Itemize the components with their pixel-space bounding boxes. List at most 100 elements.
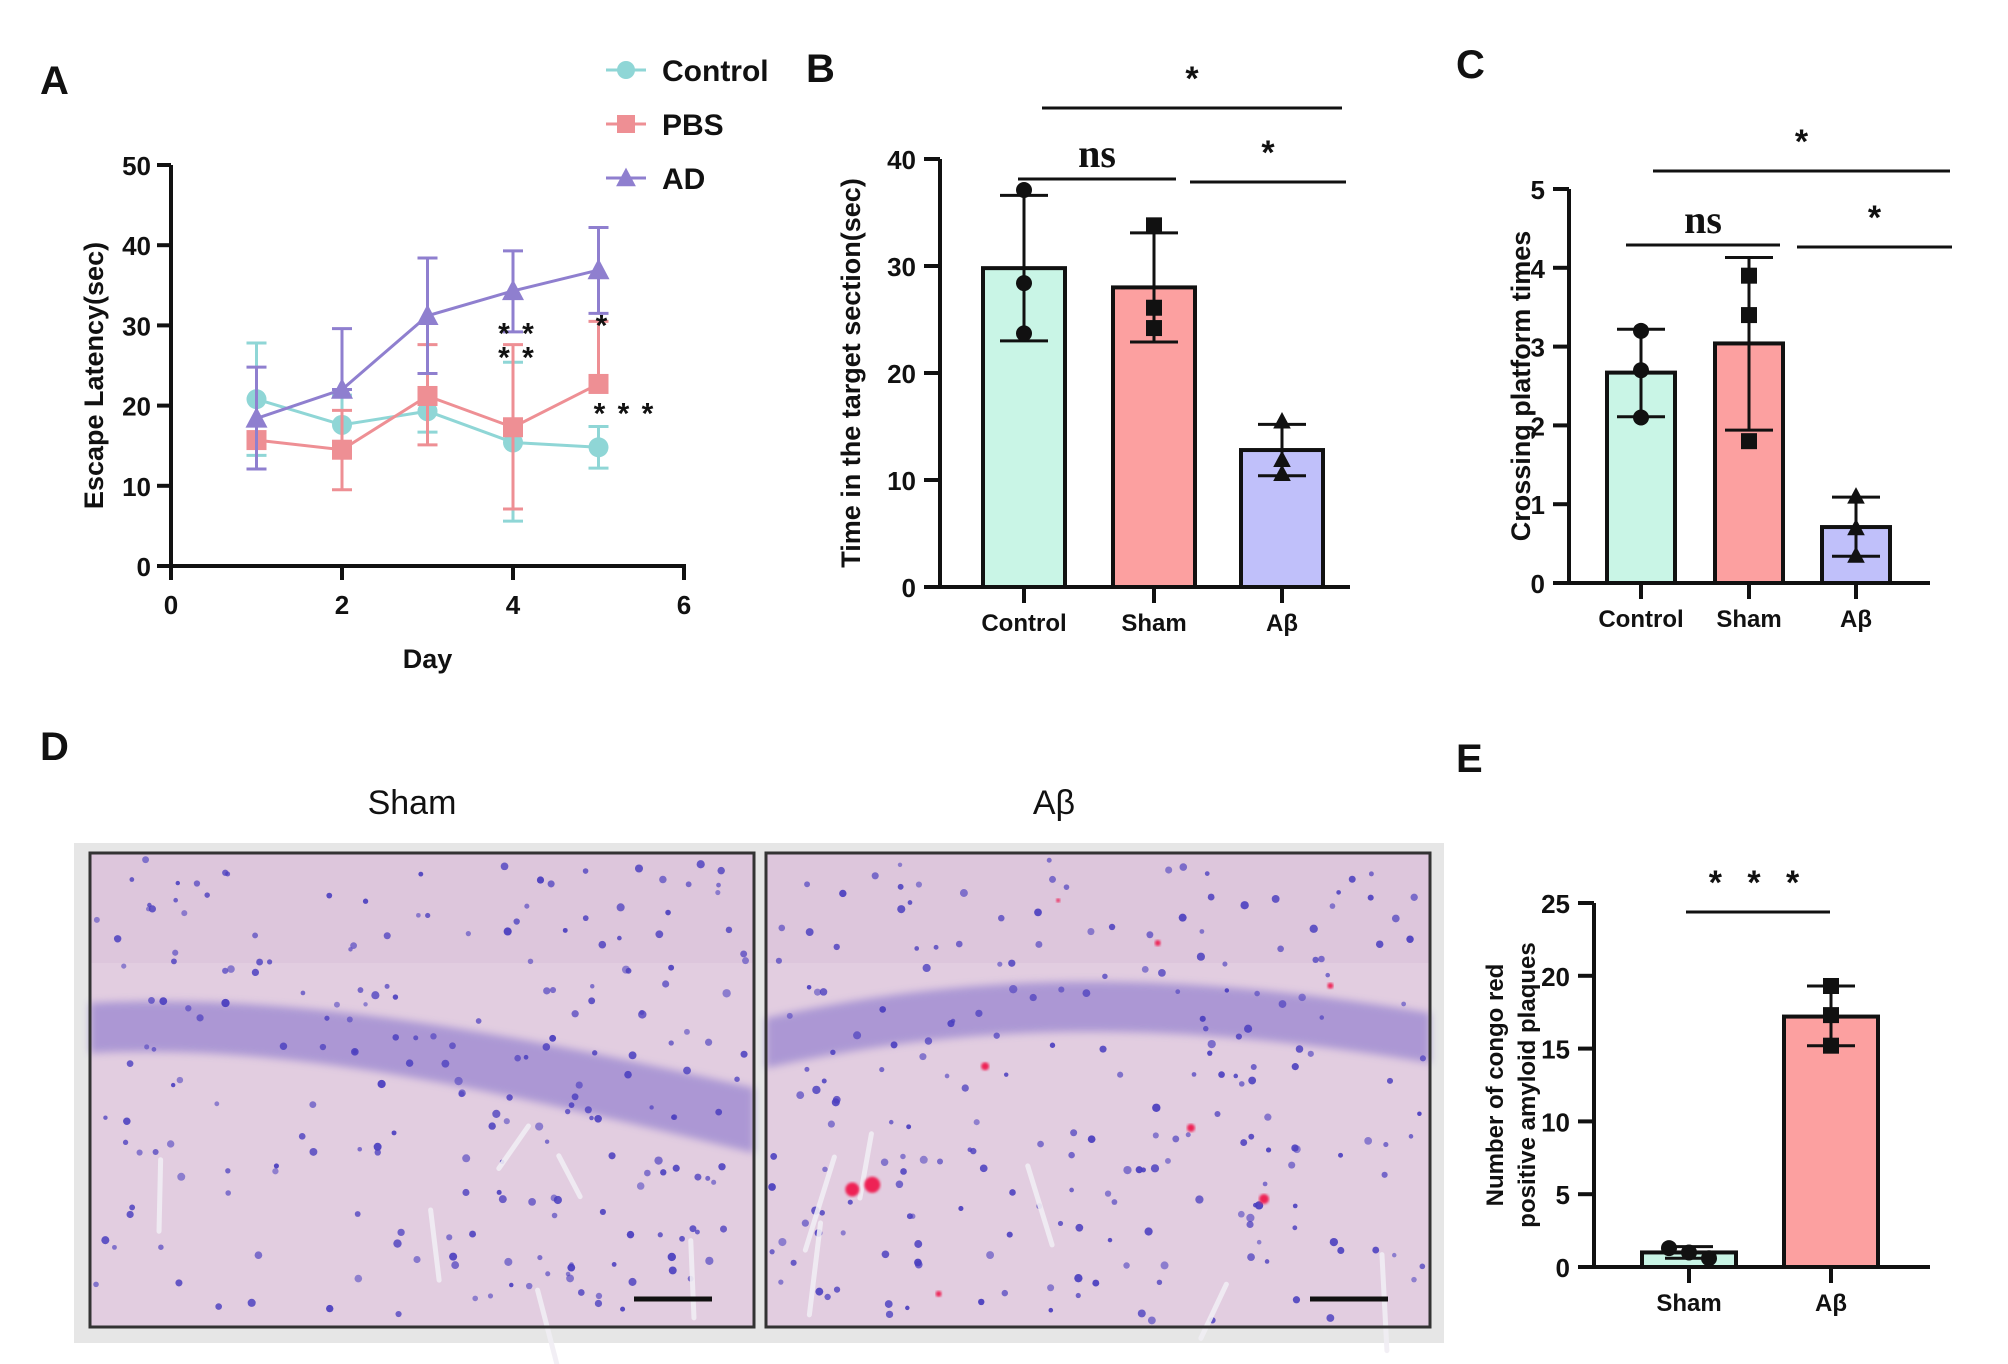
nucleus	[668, 1040, 674, 1046]
image-border	[764, 851, 1432, 1329]
nucleus	[1408, 1134, 1414, 1139]
nucleus	[1375, 940, 1384, 948]
category-label: Aβ	[1840, 606, 1872, 633]
bar-group-1: Sham	[1713, 256, 1785, 633]
nucleus	[617, 935, 622, 941]
nucleus	[549, 986, 557, 994]
bar-group-1: Sham	[1111, 217, 1197, 637]
nucleus	[944, 1073, 950, 1079]
data-point	[245, 406, 268, 428]
y-tick-label: 30	[887, 252, 916, 282]
y-tick-label: 40	[887, 145, 916, 175]
nucleus	[905, 1305, 910, 1311]
nucleus	[1265, 1147, 1272, 1153]
nucleus	[129, 877, 135, 882]
amyloid-plaque	[864, 1176, 881, 1193]
nucleus	[173, 897, 179, 903]
data-point	[1633, 362, 1649, 379]
panel-d-histology: Sham Aβ	[74, 784, 1444, 1364]
nucleus	[705, 1175, 711, 1181]
nucleus	[694, 1173, 702, 1181]
fiber-band	[90, 853, 754, 963]
nucleus	[1406, 935, 1414, 944]
y-tick-label: 30	[122, 311, 151, 341]
nucleus	[413, 1035, 419, 1041]
nucleus	[900, 1153, 906, 1160]
nucleus	[333, 1001, 340, 1008]
nucleus	[813, 988, 822, 996]
nucleus	[225, 1168, 231, 1174]
nucleus	[644, 1169, 651, 1177]
nucleus	[933, 944, 939, 950]
nucleus	[1057, 1220, 1064, 1227]
chart-c-crossing-platform: 0 1 2 3 4 5 Crossing platform times Control Sham…	[1506, 123, 1952, 633]
nucleus	[1246, 1213, 1255, 1222]
nucleus	[577, 1289, 585, 1296]
y-tick-label: 40	[122, 231, 151, 261]
nucleus	[715, 1108, 723, 1116]
nucleus	[986, 1251, 995, 1259]
nucleus	[166, 1140, 175, 1148]
nucleus	[778, 924, 786, 932]
nucleus	[475, 1018, 482, 1024]
bar-group-1: Aβ	[1782, 977, 1880, 1317]
nucleus	[897, 883, 904, 890]
nucleus	[357, 987, 364, 993]
nucleus	[509, 1282, 514, 1288]
data-point	[417, 385, 438, 406]
nucleus	[719, 1225, 728, 1233]
nucleus	[537, 1255, 543, 1261]
nucleus	[324, 1015, 330, 1021]
nucleus	[819, 1210, 825, 1216]
bar-group-0: Control	[1598, 322, 1684, 633]
nucleus	[126, 1210, 134, 1219]
data-point	[1273, 450, 1291, 468]
nucleus	[392, 1034, 400, 1041]
nucleus	[1058, 986, 1065, 993]
nucleus	[469, 1230, 477, 1238]
nucleus	[907, 900, 913, 905]
nucleus	[722, 989, 731, 998]
nucleus	[1069, 1187, 1074, 1193]
nucleus	[1248, 1076, 1257, 1085]
y-axis-title: Escape Latency(sec)	[79, 242, 109, 509]
nucleus	[1326, 1314, 1335, 1322]
nucleus	[1391, 914, 1400, 923]
data-point	[1823, 1037, 1839, 1054]
data-point	[1633, 409, 1649, 426]
y-axis-title: Crossing platform times	[1506, 231, 1536, 542]
nucleus	[351, 1048, 359, 1056]
nucleus	[1135, 1166, 1143, 1174]
nucleus	[101, 1236, 110, 1245]
panel-label-e: E	[1456, 737, 1483, 781]
data-point	[1741, 267, 1757, 284]
nucleus	[1319, 1015, 1325, 1020]
nucleus	[685, 881, 692, 888]
nucleus	[936, 1158, 944, 1165]
data-point	[503, 417, 523, 438]
nucleus	[300, 990, 306, 996]
nucleus	[955, 940, 963, 948]
data-point	[502, 279, 524, 301]
bar-group-0: Control	[981, 182, 1067, 637]
nucleus	[383, 932, 391, 940]
nucleus	[1325, 972, 1331, 978]
significance-label: ns	[1684, 197, 1722, 242]
nucleus	[621, 965, 630, 974]
nucleus	[543, 987, 551, 995]
histology-title-abeta: Aβ	[1033, 784, 1075, 822]
data-point	[588, 373, 609, 394]
nucleus	[221, 998, 230, 1008]
nucleus	[1218, 1071, 1225, 1078]
nucleus	[1298, 993, 1306, 1002]
nucleus	[393, 1239, 402, 1248]
nucleus	[906, 1124, 912, 1130]
nucleus	[397, 1228, 405, 1237]
y-tick-label: 10	[122, 472, 151, 502]
y-tick-label: 5	[1556, 1180, 1570, 1210]
nucleus	[503, 927, 512, 936]
nucleus	[833, 943, 840, 951]
nucleus	[348, 947, 353, 952]
nucleus	[122, 1139, 129, 1145]
nucleus	[1104, 1190, 1112, 1197]
